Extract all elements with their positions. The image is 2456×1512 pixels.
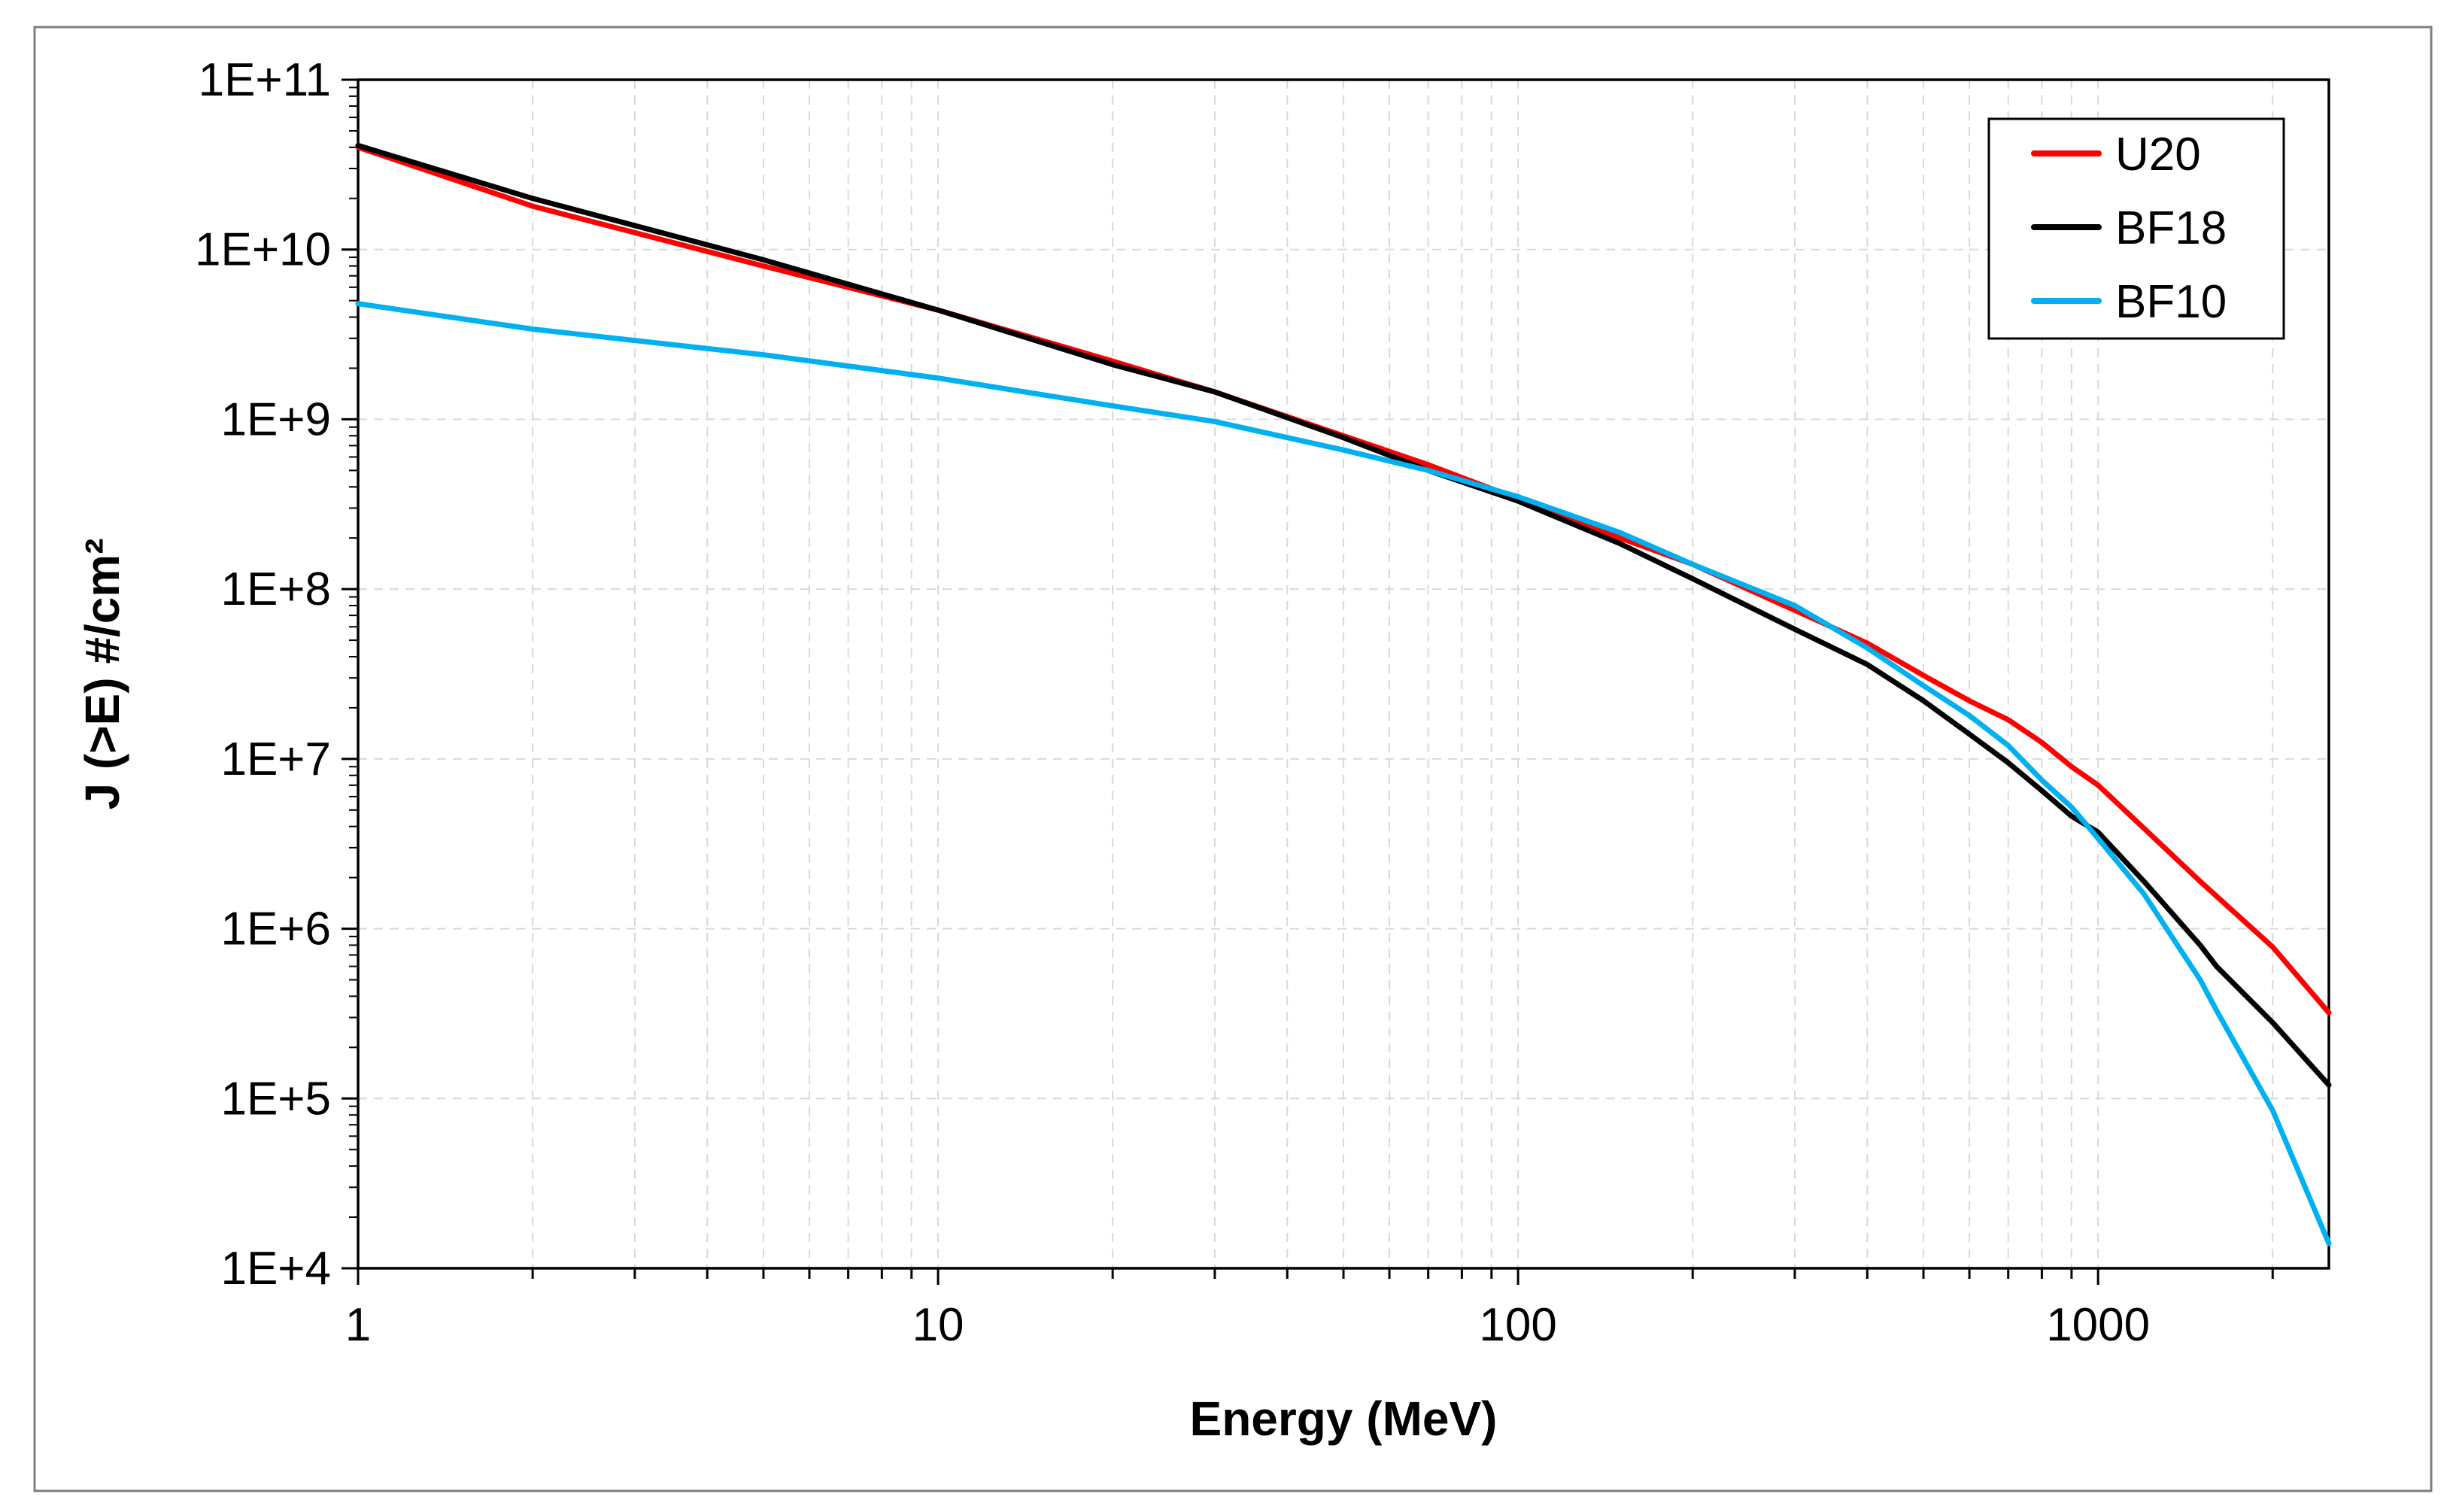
legend: U20 BF18 BF10 — [1987, 117, 2285, 340]
y-tick-label: 1E+6 — [220, 903, 331, 955]
y-tick-label: 1E+9 — [220, 393, 331, 445]
y-tick-labels: 1E+4 1E+5 1E+6 1E+7 1E+8 1E+9 1E+10 1E+11 — [195, 54, 331, 1295]
x-tick-label: 10 — [912, 1299, 964, 1351]
axis-ticks — [342, 78, 2274, 1285]
series-line-bf18 — [355, 142, 2332, 1088]
x-tick-labels: 1 10 100 1000 — [345, 1299, 2150, 1351]
y-tick-label: 1E+4 — [220, 1243, 331, 1295]
x-tick-label: 1000 — [2046, 1299, 2150, 1351]
series-line-bf10 — [355, 301, 2332, 1246]
y-tick-label: 1E+5 — [220, 1073, 331, 1125]
y-tick-label: 1E+10 — [195, 224, 331, 276]
data-series — [355, 142, 2332, 1246]
legend-entries: U20 BF18 BF10 — [2031, 129, 2227, 328]
x-axis-title: Energy (MeV) — [1190, 1392, 1498, 1446]
legend-label-u20: U20 — [2115, 129, 2201, 181]
x-tick-label: 1 — [345, 1299, 371, 1351]
legend-label-bf10: BF10 — [2115, 276, 2227, 328]
legend-label-bf18: BF18 — [2115, 202, 2227, 254]
y-axis-title: J (>E) #/cm² — [75, 538, 129, 809]
y-tick-label: 1E+7 — [220, 733, 331, 785]
y-tick-label: 1E+11 — [199, 54, 331, 106]
y-tick-label: 1E+8 — [220, 563, 331, 615]
x-tick-label: 100 — [1479, 1299, 1556, 1351]
